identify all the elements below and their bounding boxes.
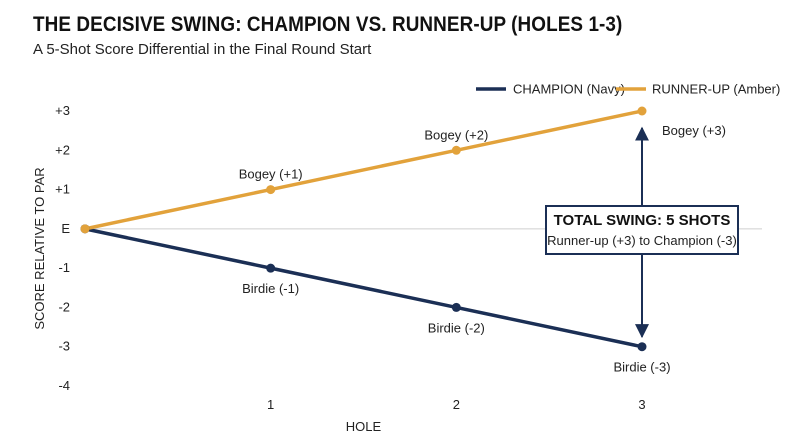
data-label: Bogey (+1): [239, 167, 303, 182]
legend-label: RUNNER-UP (Amber): [652, 82, 780, 97]
y-tick-label: -3: [58, 339, 70, 354]
y-tick-label: +2: [55, 142, 70, 157]
annotation-box: [545, 205, 739, 255]
chart-subtitle: A 5-Shot Score Differential in the Final…: [33, 41, 372, 58]
data-label: Birdie (-2): [428, 320, 485, 335]
y-tick-label: -1: [58, 260, 70, 275]
data-point: [80, 224, 90, 234]
data-point: [637, 342, 647, 352]
data-point: [451, 145, 461, 155]
data-label: Birdie (-3): [613, 360, 670, 375]
data-point: [266, 185, 276, 195]
chart-title: THE DECISIVE SWING: CHAMPION VS. RUNNER-…: [33, 13, 623, 36]
x-tick-label: 2: [453, 397, 460, 412]
data-label: Birdie (-1): [242, 281, 299, 296]
x-axis-title: HOLE: [346, 419, 382, 434]
y-axis-title: SCORE RELATIVE TO PAR: [32, 167, 47, 329]
data-point: [637, 106, 647, 116]
data-point: [266, 263, 276, 273]
y-tick-label: +1: [55, 182, 70, 197]
annotation-text: Runner-up (+3) to Champion (-3): [547, 233, 737, 248]
data-point: [451, 302, 461, 312]
series-line-champion: [83, 227, 644, 349]
y-tick-label: +3: [55, 103, 70, 118]
series-line-runner-up: [83, 109, 644, 231]
data-label: Bogey (+3): [662, 123, 726, 138]
y-tick-label: E: [61, 221, 70, 236]
legend-label: CHAMPION (Navy): [513, 82, 625, 97]
x-tick-label: 3: [638, 397, 645, 412]
annotation-title: TOTAL SWING: 5 SHOTS: [554, 212, 731, 229]
y-tick-label: -4: [58, 378, 70, 393]
y-tick-label: -2: [58, 299, 70, 314]
data-label: Bogey (+2): [424, 127, 488, 142]
x-tick-label: 1: [267, 397, 274, 412]
